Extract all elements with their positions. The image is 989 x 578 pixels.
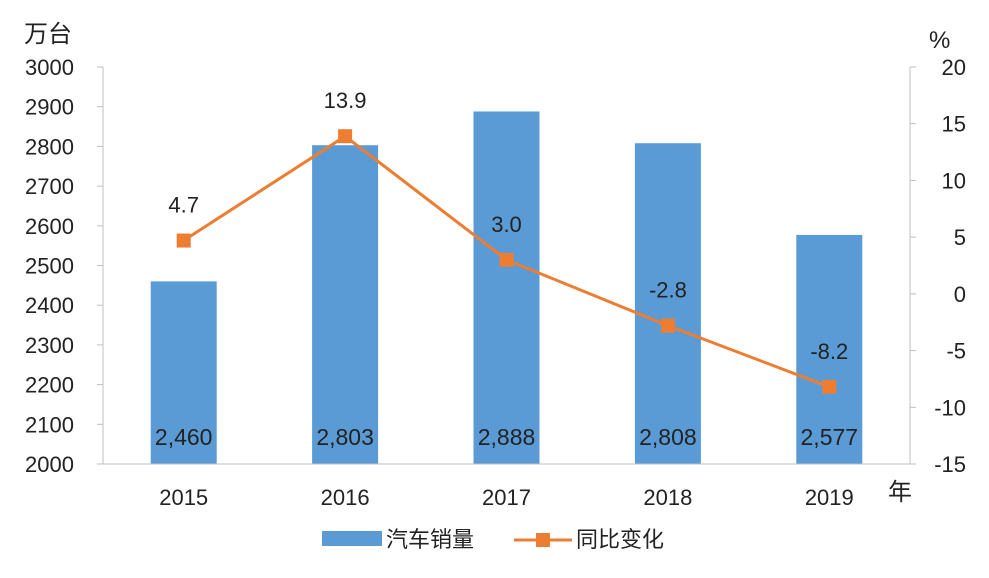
x-tick-label: 2019 (805, 485, 854, 510)
right-tick-label: 20 (942, 55, 966, 80)
bar-data-label: 2,808 (639, 424, 697, 450)
bar (634, 143, 701, 464)
left-tick-label: 2300 (25, 333, 74, 358)
right-axis-unit: % (929, 27, 950, 54)
line-marker (660, 318, 675, 333)
line-data-label: 4.7 (168, 193, 199, 218)
bar (473, 111, 540, 465)
bar (796, 234, 863, 464)
bar-data-label: 2,803 (316, 424, 374, 450)
left-tick-label: 3000 (25, 55, 74, 80)
bar-series: 2,460 2,803 2,888 2,808 2,577 (150, 111, 863, 465)
left-axis-unit: 万台 (24, 21, 72, 48)
bar-data-label: 2,577 (801, 424, 859, 450)
line-data-label: 13.9 (324, 88, 367, 113)
right-tick-label: 5 (954, 225, 966, 250)
x-tick-label: 2018 (643, 485, 692, 510)
line-marker (338, 129, 353, 144)
x-tick-label: 2017 (482, 485, 531, 510)
left-tick-label: 2400 (25, 293, 74, 318)
x-tick-label: 2015 (159, 485, 208, 510)
left-tick-label: 2000 (25, 452, 74, 477)
right-tick-label: 10 (942, 168, 966, 193)
left-tick-label: 2600 (25, 214, 74, 239)
line-series: 4.7 13.9 3.0 -2.8 -8.2 (168, 88, 848, 394)
legend-label-line: 同比变化 (576, 527, 664, 552)
x-axis-unit: 年 (888, 479, 912, 506)
right-tick-label: 0 (954, 282, 966, 307)
line-marker (176, 233, 191, 248)
line-data-label: 3.0 (491, 212, 522, 237)
bar (312, 145, 379, 465)
bar (150, 281, 217, 464)
legend-swatch-bar (322, 531, 382, 546)
left-tick-label: 2200 (25, 373, 74, 398)
legend-label-bar: 汽车销量 (386, 527, 474, 552)
right-axis-ticks: 20 15 10 5 0 -5 -10 -15 (910, 55, 966, 477)
right-tick-label: 15 (942, 112, 966, 137)
left-tick-label: 2700 (25, 174, 74, 199)
bar-data-label: 2,888 (478, 424, 536, 450)
right-tick-label: -10 (934, 395, 966, 420)
x-axis-labels: 2015 2016 2017 2018 2019 (159, 485, 854, 510)
legend: 汽车销量 同比变化 (322, 527, 664, 552)
line-marker (499, 252, 514, 267)
x-tick-label: 2016 (321, 485, 370, 510)
right-tick-label: -5 (946, 339, 966, 364)
legend-swatch-marker (536, 533, 550, 547)
right-tick-label: -15 (934, 452, 966, 477)
left-axis-ticks: 3000 2900 2800 2700 2600 2500 2400 2300 2200 2100… (25, 55, 103, 477)
line-data-label: -8.2 (810, 339, 848, 364)
left-tick-label: 2900 (25, 95, 74, 120)
line-data-label: -2.8 (649, 278, 687, 303)
left-tick-label: 2800 (25, 134, 74, 159)
bar-data-label: 2,460 (155, 424, 213, 450)
line-marker (822, 379, 837, 394)
left-tick-label: 2100 (25, 412, 74, 437)
left-tick-label: 2500 (25, 254, 74, 279)
